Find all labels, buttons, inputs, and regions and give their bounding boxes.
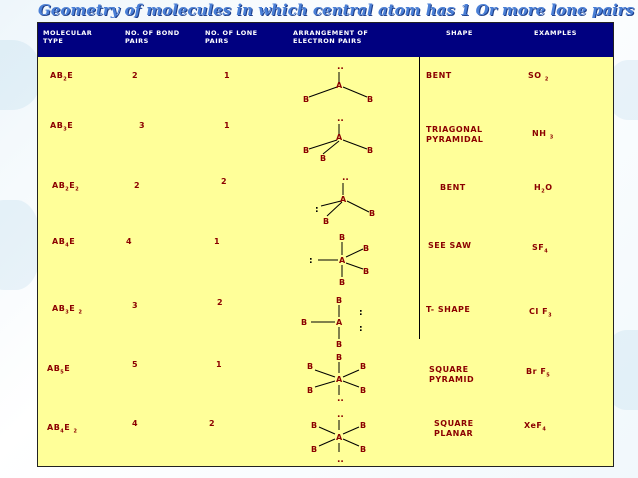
row4-lone-pairs: 1 [214,237,220,246]
row4-shape: SEE SAW [428,241,472,250]
row4-type: AB4E [52,237,76,249]
row1-example: SO 2 [528,71,549,83]
svg-text:..: .. [337,455,344,465]
row4-example: SF4 [532,243,549,255]
row6-lone-pairs: 1 [216,360,222,369]
row2-example: NH 3 [532,129,554,141]
structure-row6: B A B B B B .. [307,353,366,404]
row2-shape: TRIAGONAL PYRAMIDAL [426,125,484,144]
row6-bond-pairs: 5 [132,360,138,369]
svg-text:B: B [303,146,309,155]
row5-lone-pairs: 2 [217,298,223,307]
svg-text:B: B [339,233,345,242]
row5-example: CI F3 [529,307,553,319]
svg-text:B: B [360,421,366,430]
svg-text:B: B [320,154,326,163]
row1-shape: BENT [426,71,452,80]
row5-shape: T- SHAPE [426,305,471,314]
row6-type: AB5E [47,364,71,376]
svg-text:B: B [336,340,342,349]
svg-text:B: B [311,421,317,430]
row3-type: AB2E2 [52,181,80,193]
structure-row7: .. A B B B B .. [311,410,366,465]
svg-text:B: B [363,267,369,276]
row1-bond-pairs: 2 [132,71,138,80]
row2-type: AB3E [50,121,74,133]
svg-text:A: A [336,433,343,442]
structure-row4: B A : B B B [309,233,369,287]
svg-text:B: B [301,318,307,327]
svg-text:A: A [340,195,347,204]
svg-text:B: B [336,353,342,362]
row6-shape: SQUARE PYRAMID [429,365,475,384]
svg-text:B: B [323,217,329,226]
svg-text:B: B [336,296,342,305]
structure-row5: B A B : : B [301,296,363,349]
column-divider [419,57,420,339]
row5-bond-pairs: 3 [132,301,138,310]
svg-text:..: .. [337,62,344,72]
svg-text::: : [309,256,313,266]
row2-lone-pairs: 1 [224,121,230,130]
header-bond-pairs: NO. OF BOND PAIRS [125,29,180,45]
row3-bond-pairs: 2 [134,181,140,190]
row7-lone-pairs: 2 [209,419,215,428]
header-molecular-type: MOLECULAR TYPE [43,29,93,45]
svg-text::: : [359,324,363,334]
row1-type: AB2E [50,71,74,83]
svg-text:..: .. [342,173,349,183]
svg-text:B: B [339,278,345,287]
row7-bond-pairs: 4 [132,419,138,428]
header-examples: EXAMPLES [534,29,577,37]
structure-row3: .. A : B B [315,173,375,226]
row5-type: AB3E 2 [52,304,83,316]
row7-shape: SQUARE PLANAR [434,419,474,438]
structure-row2: .. A B B B [303,114,373,163]
svg-text:..: .. [337,394,344,404]
svg-text:B: B [307,362,313,371]
row7-type: AB4E 2 [47,423,78,435]
row7-example: XeF4 [524,421,547,433]
row2-bond-pairs: 3 [139,121,145,130]
svg-text:B: B [367,146,373,155]
svg-text::: : [359,308,363,318]
svg-text:A: A [336,133,343,142]
slide-title: Geometry of molecules in which central a… [38,3,635,18]
row3-shape: BENT [440,183,466,192]
header-shape: SHAPE [446,29,473,37]
svg-text:A: A [336,375,343,384]
svg-text:B: B [363,244,369,253]
row6-example: Br F5 [526,367,551,379]
svg-text:..: .. [337,410,344,420]
svg-text:B: B [360,445,366,454]
svg-text:B: B [369,209,375,218]
molecular-geometry-table: MOLECULAR TYPE NO. OF BOND PAIRS NO. OF … [37,22,614,467]
svg-text:B: B [360,386,366,395]
header-arrangement: ARRANGEMENT OF ELECTRON PAIRS [293,29,369,45]
svg-text::: : [315,205,319,215]
svg-text:B: B [303,95,309,104]
row3-lone-pairs: 2 [221,177,227,186]
svg-text:A: A [336,81,343,90]
svg-text:B: B [360,362,366,371]
row3-example: H2O [534,183,553,195]
svg-text:..: .. [337,114,344,124]
svg-text:B: B [307,386,313,395]
structure-row1: .. A B B [303,62,373,104]
svg-text:B: B [367,95,373,104]
row4-bond-pairs: 4 [126,237,132,246]
svg-text:B: B [311,445,317,454]
table-header: MOLECULAR TYPE NO. OF BOND PAIRS NO. OF … [38,23,613,57]
svg-text:A: A [336,318,343,327]
header-lone-pairs: NO. OF LONE PAIRS [205,29,258,45]
row1-lone-pairs: 1 [224,71,230,80]
svg-text:A: A [339,256,346,265]
